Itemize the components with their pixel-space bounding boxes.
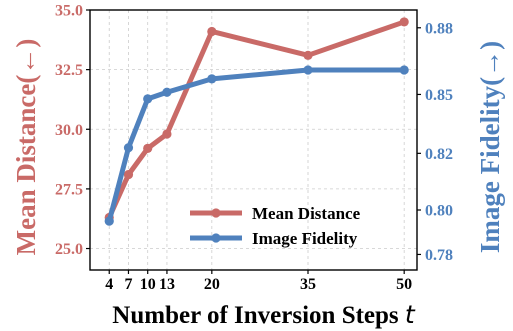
left-axis: 25.0 27.5 30.0 32.5 35.0 (55, 3, 90, 258)
series-layer (104, 17, 409, 226)
left-tick-label: 32.5 (55, 62, 83, 79)
series-mean-distance (104, 17, 409, 223)
left-tick-label: 30.0 (55, 122, 83, 139)
data-point (123, 169, 134, 180)
left-tick-label: 27.5 (55, 181, 83, 198)
x-tick-label: 35 (300, 276, 316, 293)
data-point (104, 216, 114, 226)
data-point (303, 50, 313, 60)
x-tick-label: 10 (140, 276, 156, 293)
x-axis-label: Number of Inversion Steps t (112, 300, 416, 329)
x-axis-label-variable: t (405, 300, 416, 329)
data-point (399, 65, 409, 75)
data-point (162, 87, 172, 97)
data-point (123, 143, 134, 153)
x-tick-label: 4 (105, 276, 113, 293)
left-tick-label: 35.0 (55, 3, 83, 20)
legend-item: Image Fidelity (190, 229, 358, 248)
data-point (303, 65, 313, 75)
legend-marker (211, 208, 221, 218)
plot-frame (89, 9, 418, 271)
right-tick-label: 0.82 (425, 146, 453, 163)
data-point (399, 17, 409, 27)
x-tick-label: 7 (124, 276, 132, 293)
right-tick-label: 0.80 (425, 203, 453, 220)
x-axis: 4 7 10 13 20 35 50 (105, 270, 412, 293)
series-line (106, 19, 405, 219)
data-point (207, 74, 217, 84)
x-axis-label-main: Number of Inversion Steps (112, 302, 405, 329)
right-axis: 0.78 0.80 0.82 0.85 0.88 (417, 20, 453, 264)
legend-item: Mean Distance (190, 204, 361, 223)
legend-label: Image Fidelity (252, 229, 358, 248)
data-point (143, 94, 153, 104)
x-tick-label: 50 (396, 276, 412, 293)
right-tick-label: 0.78 (425, 247, 453, 264)
data-point (162, 129, 172, 139)
x-tick-label: 13 (159, 276, 175, 293)
legend: Mean Distance Image Fidelity (190, 204, 361, 248)
right-tick-label: 0.85 (425, 87, 453, 104)
y-axis-label-right: Image Fidelity(→) (475, 41, 505, 253)
data-point (143, 143, 153, 153)
legend-label: Mean Distance (252, 204, 361, 223)
x-tick-label: 20 (204, 276, 220, 293)
series-image-fidelity (104, 65, 409, 226)
y-axis-label-left: Mean Distance(←) (11, 39, 41, 256)
left-tick-label: 25.0 (55, 241, 83, 258)
right-tick-label: 0.88 (425, 20, 453, 37)
legend-marker (211, 233, 221, 243)
data-point (207, 26, 217, 37)
